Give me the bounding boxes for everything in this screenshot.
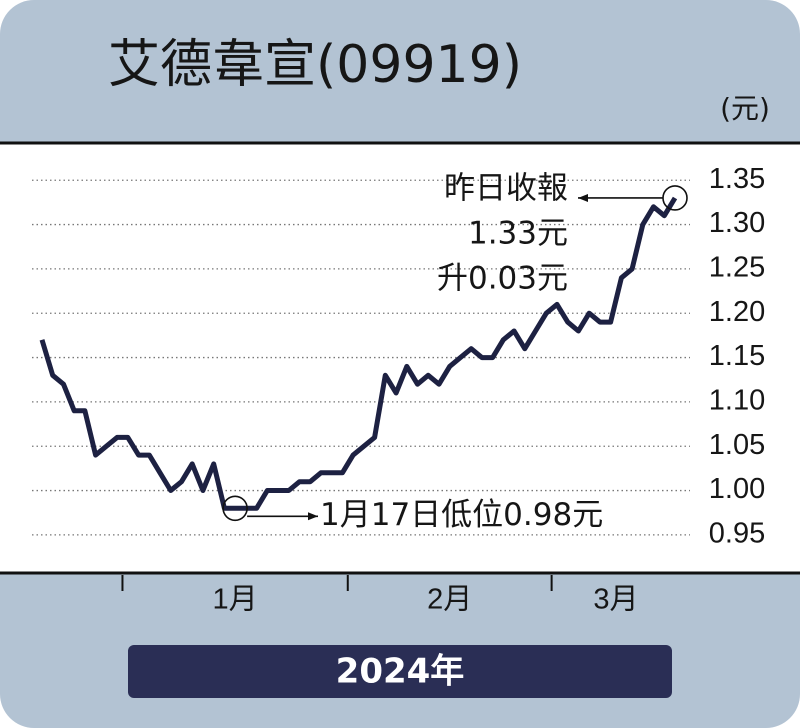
x-tick-label: 3月 [593, 584, 638, 616]
y-tick-label: 1.20 [709, 296, 765, 328]
x-tick-label: 1月 [213, 584, 258, 616]
y-tick-label: 1.05 [709, 429, 765, 461]
annotation-text: 1月17日低位0.98元 [320, 497, 603, 533]
highlight-circle [222, 495, 248, 522]
annotation-text: 升0.03元 [437, 260, 568, 296]
y-tick-label: 1.25 [709, 252, 765, 284]
arrow-head [308, 512, 318, 521]
y-tick-label: 1.10 [709, 385, 765, 417]
chart-title: 艾德韋宣(09919) [108, 35, 522, 95]
y-tick-label: 1.00 [709, 473, 765, 505]
annotation-text: 1.33元 [468, 215, 568, 251]
year-box [128, 645, 672, 698]
price-line [39, 196, 678, 511]
y-tick-label: 1.35 [709, 163, 765, 195]
annotation-text: 昨日收報 [444, 170, 568, 206]
y-tick-label: 1.30 [709, 207, 765, 239]
x-title: 2024年 [336, 652, 465, 692]
x-tick-label: 2月 [427, 584, 472, 616]
y-tick-label: 0.95 [709, 518, 765, 550]
unit-label: (元) [720, 92, 770, 125]
arrow-head [578, 193, 588, 202]
y-tick-label: 1.15 [709, 340, 765, 372]
